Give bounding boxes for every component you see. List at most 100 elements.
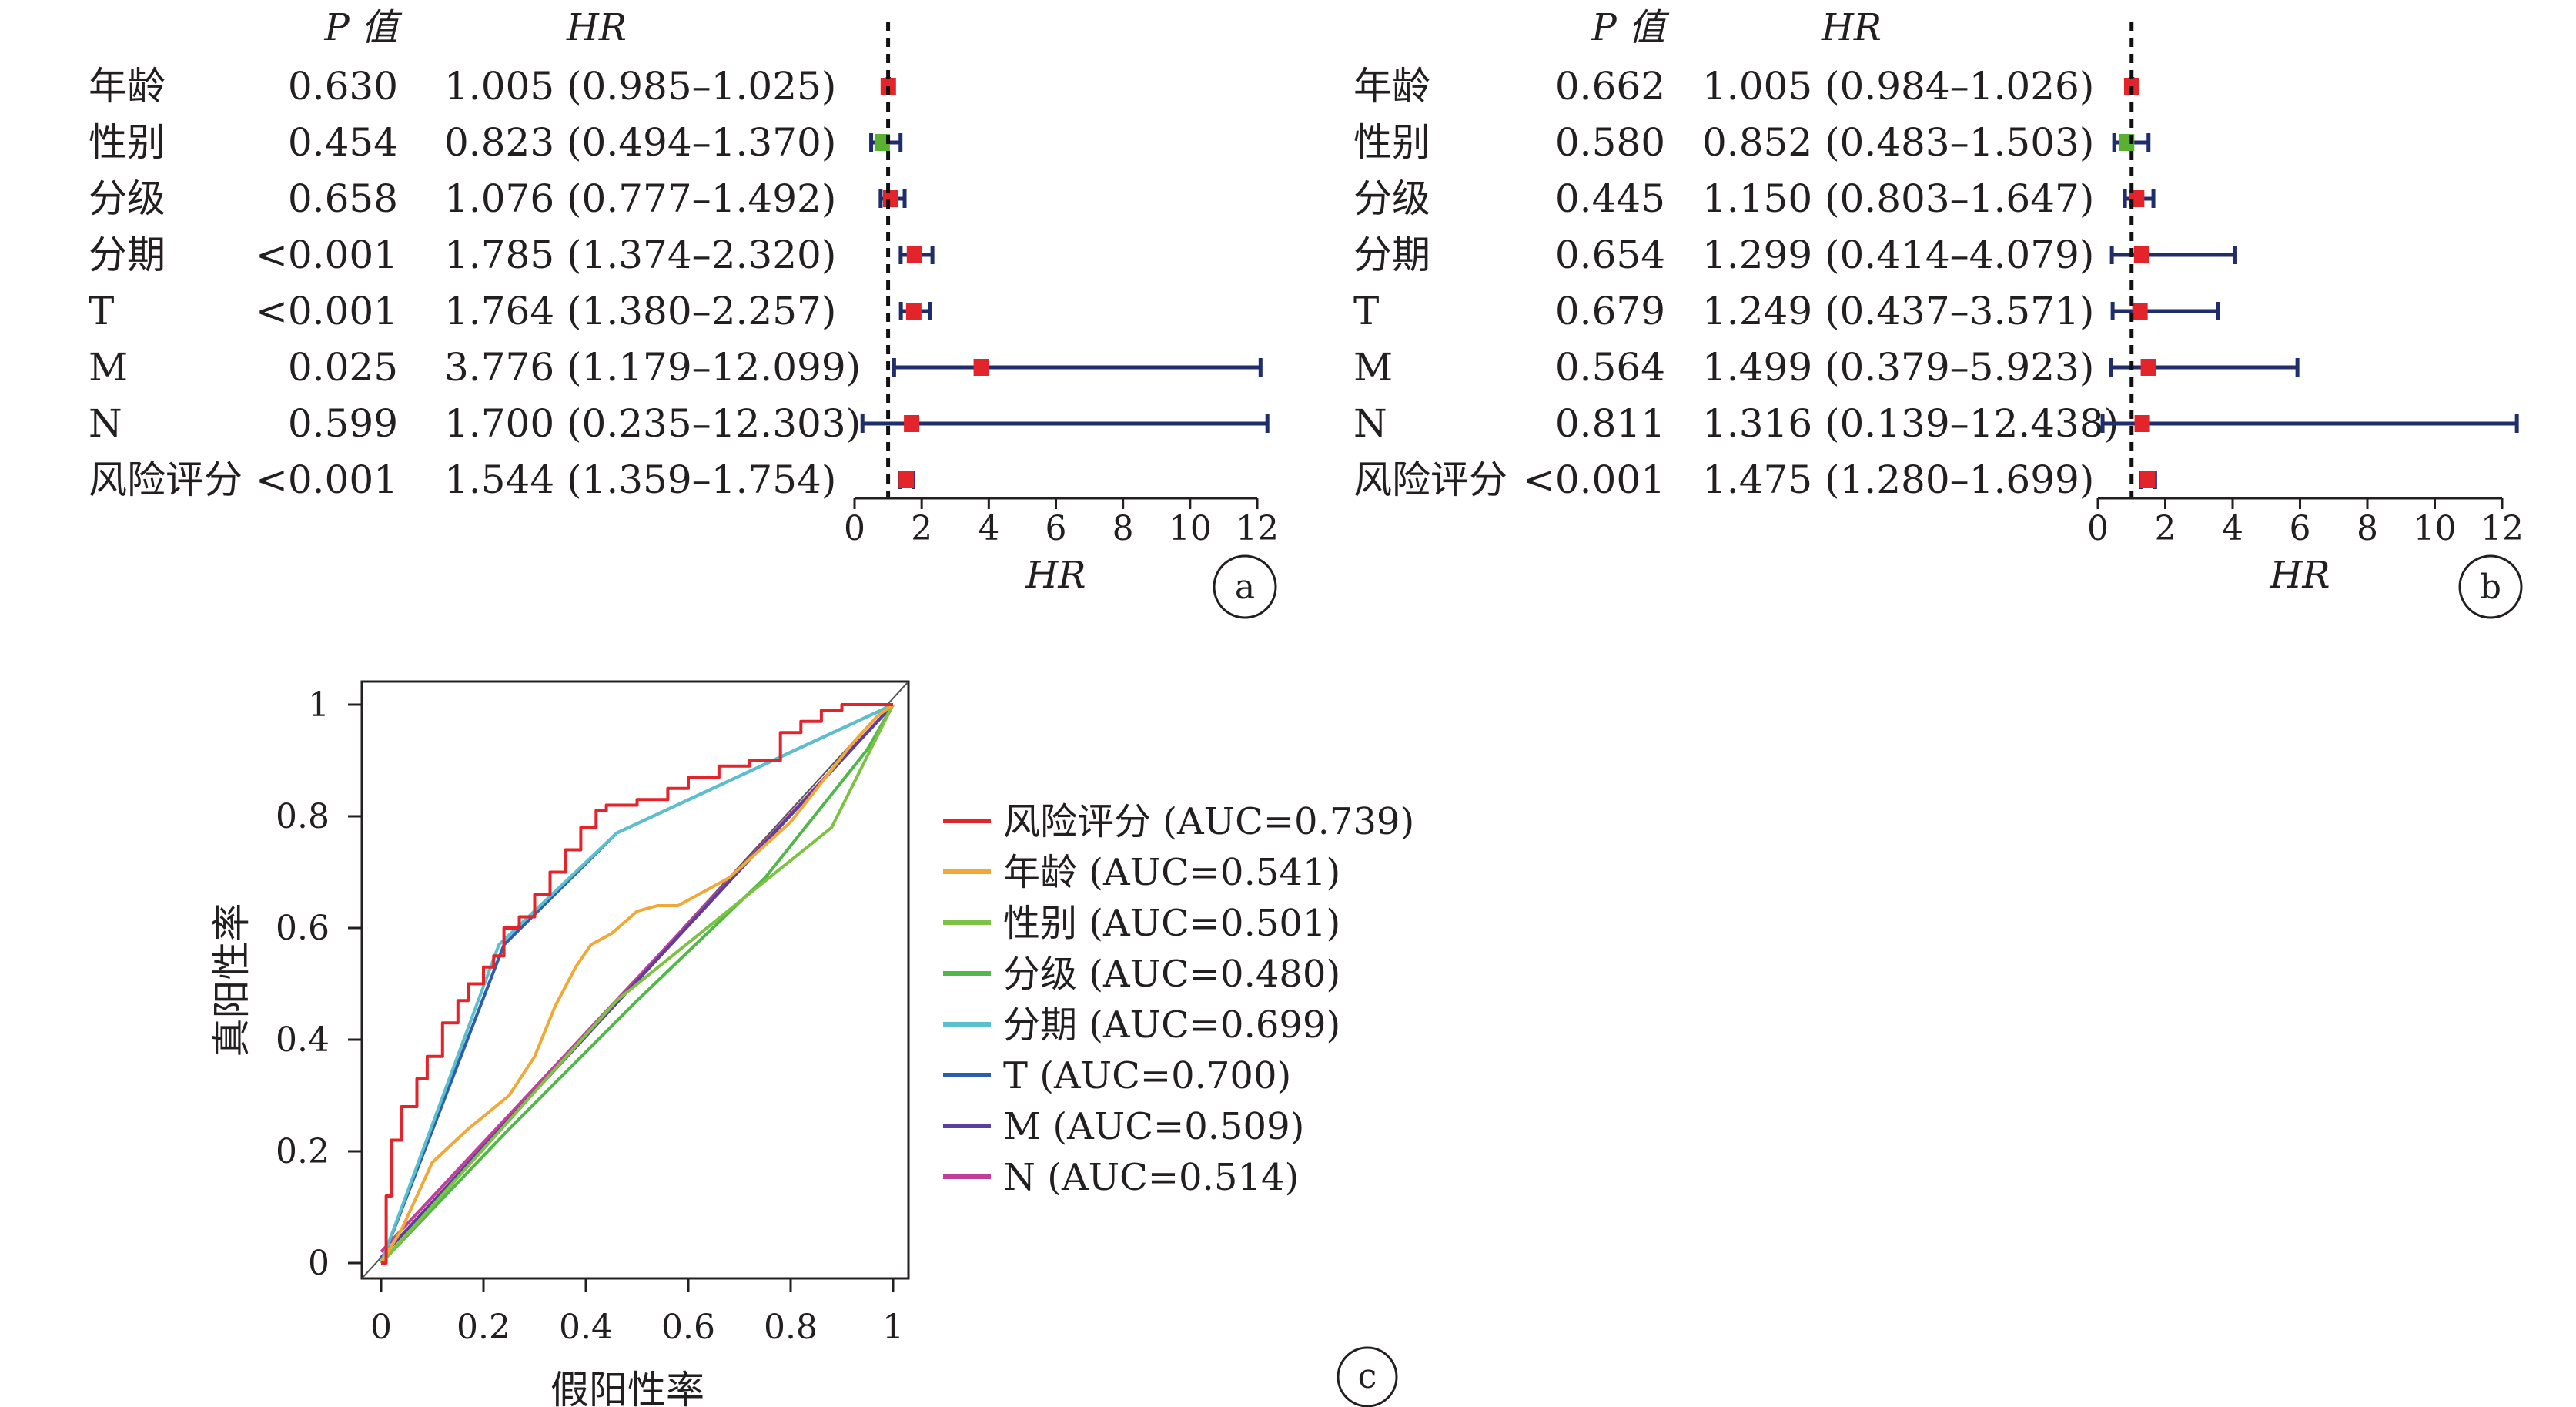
legend-label: 分级 (AUC=0.480) bbox=[1003, 953, 1340, 996]
row-label: 性别 bbox=[1353, 120, 1430, 165]
x-tick-label: 0.6 bbox=[661, 1308, 715, 1347]
panel-label-circle bbox=[1337, 1346, 1398, 1407]
panel-label: a bbox=[1235, 568, 1255, 607]
hr-header: HR bbox=[1821, 6, 1882, 49]
x-tick-label: 10 bbox=[1169, 509, 1212, 548]
row-p-value: 0.630 bbox=[288, 64, 398, 109]
legend-label: N (AUC=0.514) bbox=[1003, 1156, 1299, 1199]
row-hr-text: 1.764 (1.380–2.257) bbox=[444, 289, 836, 333]
hr-point bbox=[874, 134, 890, 151]
row-label: N bbox=[1353, 401, 1387, 446]
x-tick-label: 2 bbox=[911, 509, 932, 548]
x-tick-label: 12 bbox=[1236, 509, 1279, 548]
x-tick-label: 4 bbox=[2222, 509, 2243, 548]
x-tick-label: 0.8 bbox=[764, 1308, 818, 1347]
y-tick-label: 0.6 bbox=[276, 909, 330, 948]
plot-frame bbox=[360, 680, 910, 1280]
row-p-value: 0.454 bbox=[288, 120, 398, 165]
x-tick-label: 6 bbox=[1045, 509, 1067, 548]
row-hr-text: 1.544 (1.359–1.754) bbox=[444, 457, 836, 502]
x-tick-label: 2 bbox=[2155, 509, 2176, 548]
panel-label-circle bbox=[2458, 554, 2523, 619]
row-label: 风险评分 bbox=[1353, 457, 1507, 502]
x-tick-label: 12 bbox=[2481, 509, 2524, 548]
hr-point bbox=[2139, 471, 2156, 488]
row-p-value: 0.811 bbox=[1555, 401, 1665, 446]
y-tick-label: 0.4 bbox=[276, 1020, 330, 1060]
row-hr-text: 1.700 (0.235–12.303) bbox=[444, 401, 861, 446]
row-hr-text: 1.150 (0.803–1.647) bbox=[1702, 176, 2094, 221]
legend-label: 风险评分 (AUC=0.739) bbox=[1003, 800, 1414, 843]
row-p-value: 0.662 bbox=[1555, 64, 1665, 109]
p-value-header: P 值 bbox=[323, 6, 403, 49]
x-axis-title: HR bbox=[2270, 554, 2330, 597]
row-p-value: 0.658 bbox=[288, 176, 398, 221]
p-value-header: P 值 bbox=[1591, 6, 1670, 49]
row-label: 分级 bbox=[1353, 176, 1430, 221]
x-tick-label: 10 bbox=[2414, 509, 2457, 548]
x-tick-label: 1 bbox=[882, 1308, 904, 1347]
row-hr-text: 1.076 (0.777–1.492) bbox=[444, 176, 836, 221]
y-tick-label: 1 bbox=[308, 685, 330, 725]
hr-point bbox=[905, 303, 922, 320]
row-label: 性别 bbox=[89, 120, 166, 165]
roc-series-line bbox=[380, 703, 895, 1265]
x-tick-label: 6 bbox=[2290, 509, 2311, 548]
x-tick-label: 8 bbox=[1112, 509, 1134, 548]
row-label: 分期 bbox=[89, 233, 166, 277]
row-hr-text: 1.299 (0.414–4.079) bbox=[1702, 233, 2094, 277]
roc-series-line bbox=[380, 704, 895, 1265]
row-p-value: 0.445 bbox=[1555, 176, 1665, 221]
x-axis-title: HR bbox=[1025, 554, 1086, 597]
row-label: N bbox=[89, 401, 122, 446]
row-p-value: 0.654 bbox=[1555, 233, 1665, 277]
x-tick-label: 0 bbox=[2087, 509, 2109, 548]
hr-point bbox=[882, 190, 898, 207]
row-hr-text: 1.005 (0.984–1.026) bbox=[1702, 64, 2094, 109]
hr-point bbox=[906, 246, 922, 263]
x-tick-label: 0.2 bbox=[457, 1308, 510, 1347]
hr-point bbox=[2132, 303, 2148, 320]
row-label: T bbox=[89, 289, 114, 333]
hr-point bbox=[2133, 246, 2149, 263]
x-tick-label: 4 bbox=[978, 509, 999, 548]
row-hr-text: 0.852 (0.483–1.503) bbox=[1702, 120, 2094, 165]
row-label: 分期 bbox=[1353, 233, 1430, 277]
x-tick-label: 0.4 bbox=[559, 1308, 613, 1347]
panel-label-circle bbox=[1213, 554, 1277, 619]
roc-series-line bbox=[380, 703, 894, 1264]
legend-label: 分期 (AUC=0.699) bbox=[1003, 1003, 1340, 1047]
legend-label: 性别 (AUC=0.501) bbox=[1003, 902, 1340, 945]
y-tick-label: 0 bbox=[308, 1244, 330, 1283]
row-hr-text: 1.475 (1.280–1.699) bbox=[1702, 457, 2094, 502]
panel-label: c bbox=[1358, 1357, 1377, 1396]
x-tick-label: 0 bbox=[370, 1308, 392, 1347]
hr-header: HR bbox=[566, 6, 627, 49]
y-tick-label: 0.2 bbox=[276, 1132, 330, 1171]
y-tick-label: 0.8 bbox=[276, 797, 330, 836]
panel-label: b bbox=[2480, 568, 2501, 607]
row-p-value: <0.001 bbox=[256, 457, 398, 502]
roc-series-line bbox=[380, 703, 895, 1259]
row-hr-text: 1.499 (0.379–5.923) bbox=[1702, 345, 2094, 390]
row-p-value: <0.001 bbox=[256, 233, 398, 277]
row-hr-text: 1.249 (0.437–3.571) bbox=[1702, 289, 2094, 333]
row-label: 风险评分 bbox=[89, 457, 243, 502]
forest-plot-b: P 值 HR 年龄 0.662 1.005 (0.984–1.026) 性别 0.580 0.… bbox=[1353, 6, 2524, 619]
roc-series-line bbox=[380, 704, 895, 1265]
row-p-value: 0.580 bbox=[1555, 120, 1665, 165]
hr-point bbox=[898, 471, 915, 488]
hr-point bbox=[973, 359, 989, 376]
row-label: 年龄 bbox=[89, 64, 166, 109]
row-p-value: 0.564 bbox=[1555, 345, 1665, 390]
x-tick-label: 8 bbox=[2357, 509, 2378, 548]
row-hr-text: 1.005 (0.985–1.025) bbox=[444, 64, 836, 109]
row-p-value: 0.025 bbox=[288, 345, 398, 390]
x-axis-title: 假阳性率 bbox=[550, 1368, 704, 1407]
roc-series-line bbox=[381, 703, 893, 1265]
row-p-value: 0.599 bbox=[288, 401, 398, 446]
row-hr-text: 0.823 (0.494–1.370) bbox=[444, 120, 836, 165]
row-label: 年龄 bbox=[1353, 64, 1430, 109]
row-label: M bbox=[89, 345, 128, 390]
